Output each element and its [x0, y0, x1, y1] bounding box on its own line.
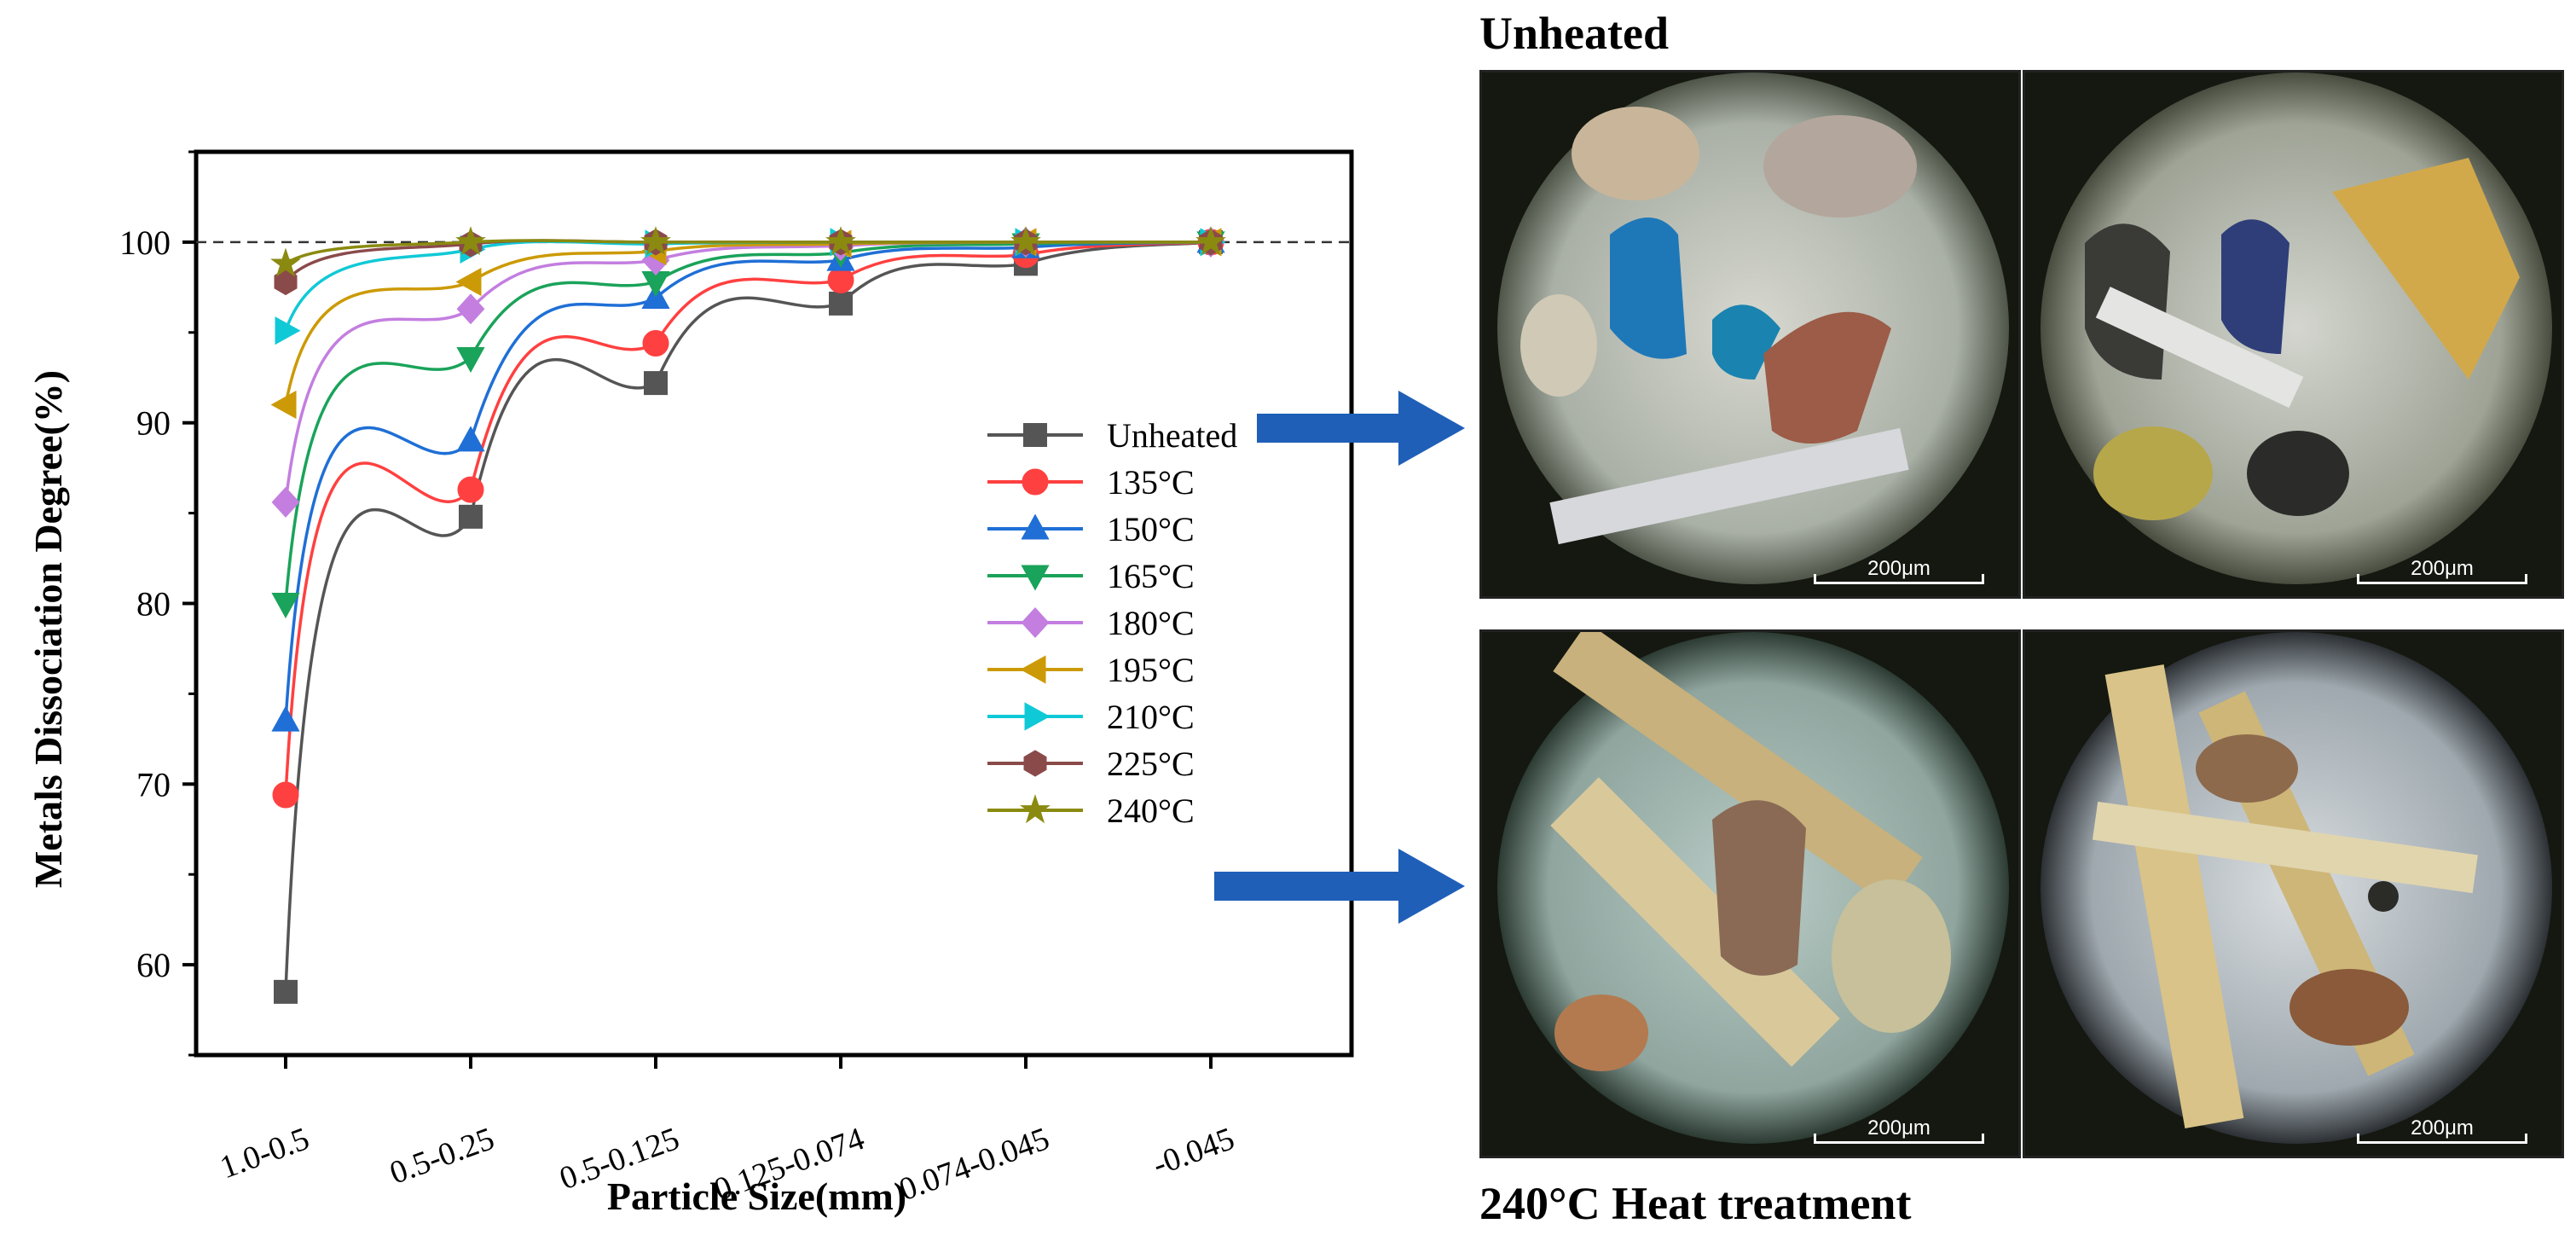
data-point: [456, 293, 485, 325]
scale-bar: [2357, 1134, 2527, 1144]
legend-label: 210°C: [1107, 698, 1195, 736]
series-line: [284, 239, 1211, 265]
legend-marker: [1020, 655, 1046, 684]
data-point: [271, 705, 300, 732]
y-tick-label: 70: [136, 765, 171, 803]
x-axis-label: Particle Size(mm): [607, 1174, 906, 1218]
legend-marker: [1020, 794, 1051, 824]
legend-label: 195°C: [1107, 651, 1195, 689]
y-tick-label: 80: [136, 585, 171, 623]
scale-label: 200μm: [1867, 557, 1931, 580]
scale-bar: [1814, 574, 1984, 584]
data-point: [456, 346, 485, 373]
legend-marker: [1022, 468, 1049, 496]
heated-micrograph-2: 200μm: [2023, 629, 2564, 1158]
data-point: [455, 267, 482, 297]
arrow-unheated: [1257, 391, 1465, 466]
data-point: [457, 476, 484, 503]
heat-treatment-label: 240°C Heat treatment: [1479, 1178, 1912, 1229]
legend-marker: [1021, 513, 1050, 540]
data-point: [459, 504, 483, 529]
unheated-micrograph-1: 200μm: [1479, 70, 2021, 599]
y-tick-label: 100: [119, 223, 171, 262]
data-point: [275, 316, 301, 345]
legend-marker: [1023, 423, 1047, 447]
legend-marker: [1023, 750, 1047, 777]
y-tick-label: 60: [136, 946, 171, 984]
data-point: [640, 226, 671, 256]
data-point: [1010, 226, 1041, 256]
legend-label: 135°C: [1107, 463, 1195, 502]
scale-label: 200μm: [2411, 557, 2474, 580]
arrow-240c: [1214, 849, 1465, 924]
legend-label: 240°C: [1107, 792, 1195, 830]
legend-marker: [1021, 607, 1050, 638]
data-point: [270, 247, 301, 277]
data-point: [642, 330, 669, 357]
unheated-micrograph-2: 200μm: [2023, 70, 2564, 599]
legend-marker: [1024, 702, 1051, 731]
scale-label: 200μm: [1867, 1116, 1931, 1140]
legend: Unheated 135°C 150°C 165°C 180°C 195°C 210°C 22…: [987, 416, 1237, 830]
scale-bar: [2357, 574, 2527, 584]
data-point: [274, 979, 298, 1004]
legend-label: 225°C: [1107, 745, 1195, 783]
legend-label: 180°C: [1107, 604, 1195, 642]
data-point: [1195, 226, 1226, 256]
data-point: [274, 268, 298, 296]
data-point: [825, 226, 856, 256]
data-point: [271, 486, 300, 518]
legend-marker: [1021, 565, 1050, 591]
scale-label: 200μm: [2411, 1116, 2474, 1140]
y-axis-label: Metals Dissociation Degree(%): [26, 370, 70, 888]
legend-label: Unheated: [1107, 416, 1237, 455]
data-point: [271, 593, 300, 619]
y-tick-label: 90: [136, 404, 171, 443]
legend-label: 165°C: [1107, 557, 1195, 595]
series-line: [284, 241, 1212, 796]
data-point: [272, 781, 299, 809]
data-point: [270, 390, 297, 420]
series-line: [284, 241, 1212, 992]
unheated-label: Unheated: [1479, 8, 1670, 59]
heated-micrograph-1: 200μm: [1479, 629, 2021, 1158]
data-point: [829, 291, 853, 316]
data-point: [644, 371, 668, 396]
legend-label: 150°C: [1107, 510, 1195, 548]
data-point: [455, 226, 486, 256]
scale-bar: [1814, 1134, 1984, 1144]
data-point: [456, 426, 485, 452]
series-240°C: [270, 226, 1226, 277]
